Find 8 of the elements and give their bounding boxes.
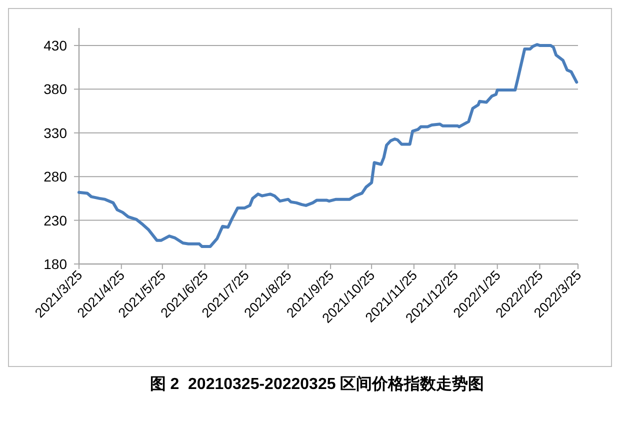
y-tick-label: 430 (44, 37, 68, 54)
y-tick-label: 180 (44, 256, 68, 272)
y-tick-label: 330 (44, 124, 68, 141)
line-series (78, 43, 578, 248)
y-tick-label: 230 (44, 212, 68, 228)
text: 图 2 20210325-20220325 区间价格指数走势图 (150, 375, 484, 393)
y-tick-label: 380 (44, 81, 68, 98)
y-tick-label: 280 (44, 168, 68, 185)
